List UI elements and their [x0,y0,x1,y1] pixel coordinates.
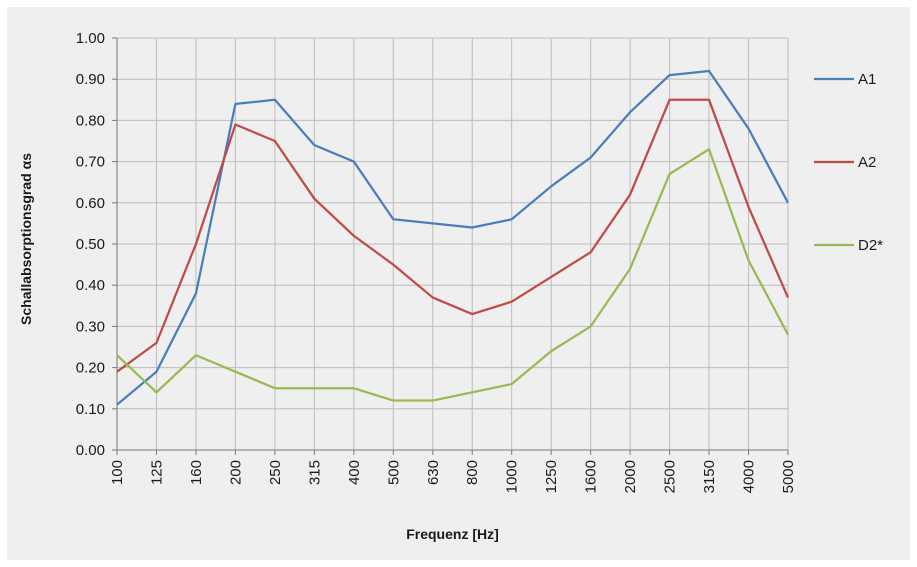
y-tick-label: 0.10 [76,401,105,418]
x-tick-label: 160 [188,460,205,485]
x-tick-label: 200 [227,460,244,485]
y-tick-label: 0.70 [76,154,105,171]
y-tick-label: 1.00 [76,30,105,47]
series-lines [116,69,790,406]
series-line-a2 [116,98,790,373]
x-tick-label: 2000 [622,460,639,493]
y-tick-label: 0.40 [76,277,105,294]
y-tick-label: 0.30 [76,318,105,335]
x-tick-label: 250 [267,460,284,485]
y-axis-title: Schallabsorptionsgrad αs [18,153,34,325]
x-tick-label: 125 [148,460,165,485]
legend: A1 A2 D2* [814,71,883,254]
legend-label: D2* [858,237,883,254]
x-tick-label: 1250 [543,460,560,493]
x-tick-label: 400 [346,460,363,485]
y-tick-label: 0.50 [76,236,105,253]
legend-label: A1 [858,71,876,88]
x-tick-label: 1000 [504,460,521,493]
x-tick-label: 315 [306,460,323,485]
x-tick-label: 5000 [780,460,797,493]
x-tick-label: 100 [109,460,126,485]
y-tick-label: 0.20 [76,360,105,377]
y-tick-label: 0.90 [76,71,105,88]
chart-area: 0.00 0.10 0.20 0.30 0.40 0.50 0.60 0.70 0.80 0.90… [7,7,910,560]
x-tick-label: 1600 [583,460,600,493]
x-tick-label: 4000 [741,460,758,493]
y-tick-label: 0.80 [76,112,105,129]
y-tick-labels: 0.00 0.10 0.20 0.30 0.40 0.50 0.60 0.70 0.80 0.90… [76,30,105,459]
series-line-a1 [116,69,789,406]
y-tick-label: 0.60 [76,195,105,212]
x-tick-labels: 100 125 160 200 250 315 400 500 630 800 1000 1250 16… [109,460,797,493]
x-tick-label: 630 [425,460,442,485]
x-tick-label: 800 [464,460,481,485]
x-tick-label: 2500 [662,460,679,493]
x-axis-title: Frequenz [Hz] [406,526,499,542]
legend-label: A2 [858,154,876,171]
y-tick-label: 0.00 [76,442,105,459]
x-tick-label: 500 [385,460,402,485]
series-line-d2 [116,148,789,402]
line-chart: 0.00 0.10 0.20 0.30 0.40 0.50 0.60 0.70 0.80 0.90… [18,30,883,542]
x-tick-label: 3150 [701,460,718,493]
